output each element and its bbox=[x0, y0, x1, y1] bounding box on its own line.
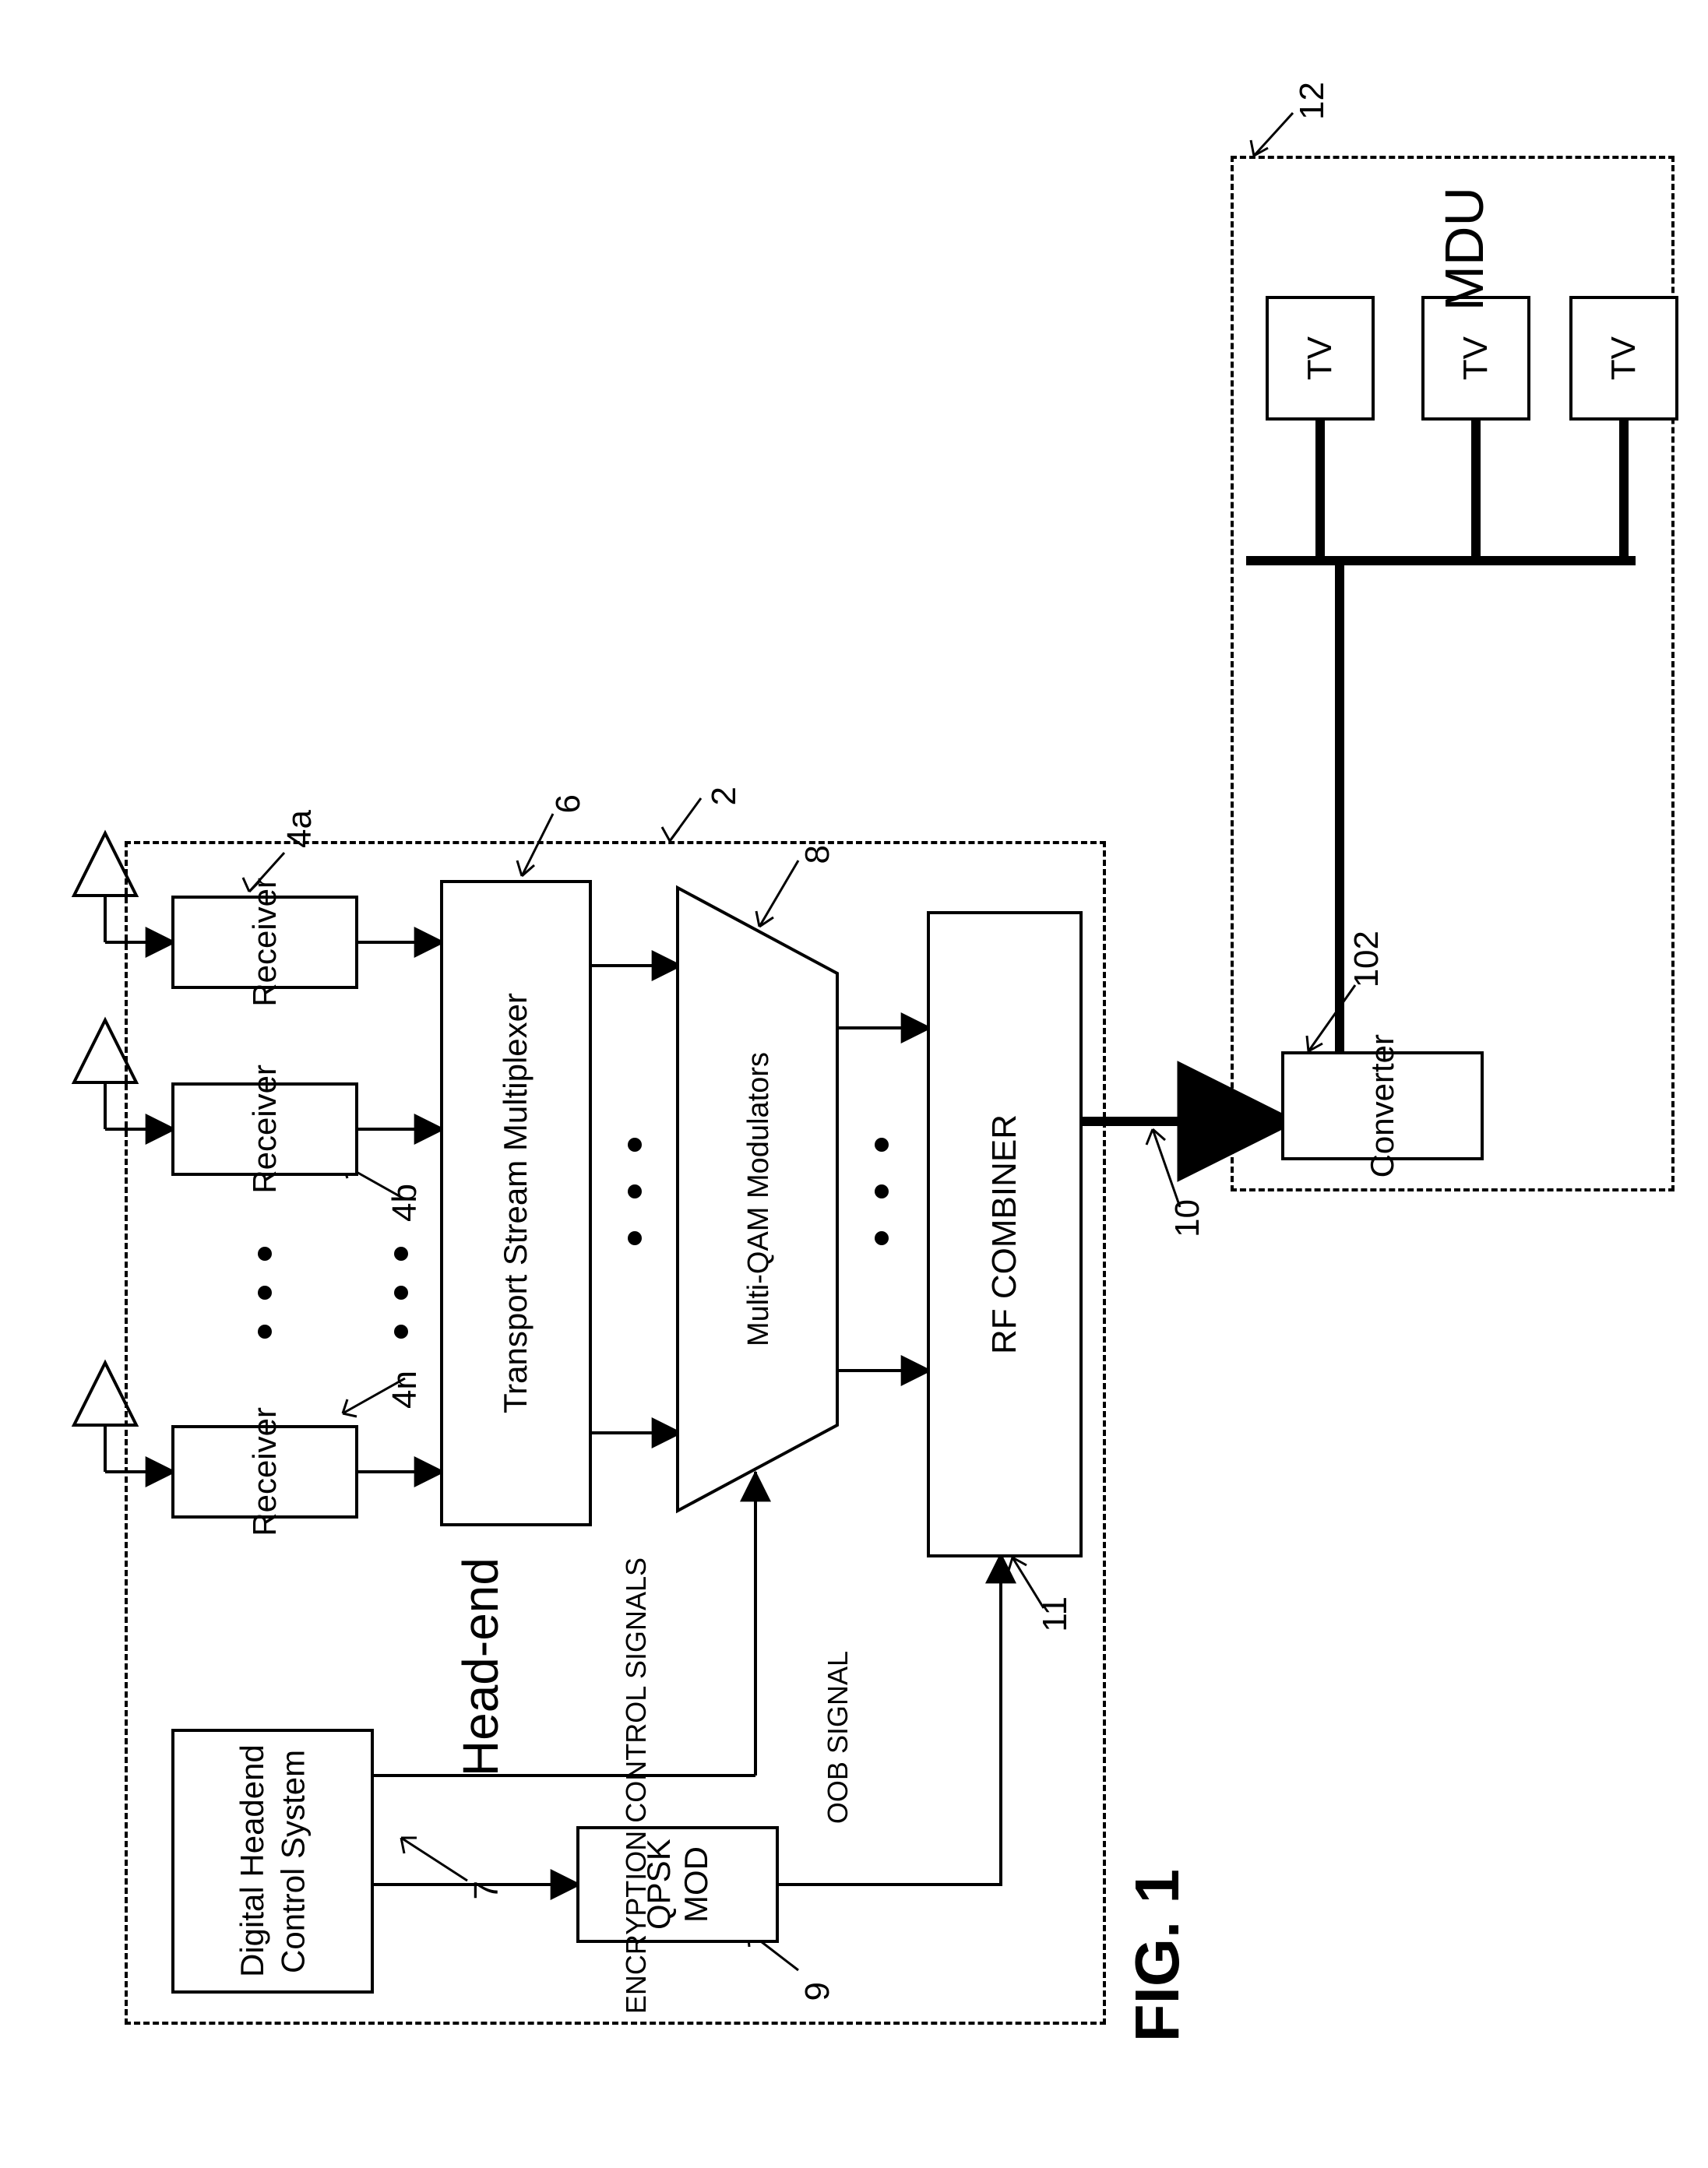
ref-9: 9 bbox=[798, 1970, 837, 2009]
ref-2: 2 bbox=[705, 775, 744, 814]
encryption-label: ENCRYPTION CONTROL SIGNALS bbox=[619, 1557, 653, 2021]
ref-102: 102 bbox=[1347, 931, 1386, 996]
ref-10: 10 bbox=[1168, 1199, 1207, 1246]
mux-box: Transport Stream Multiplexer bbox=[440, 880, 592, 1526]
tv-1: TV bbox=[1266, 296, 1375, 421]
ref-4n: 4n bbox=[386, 1371, 424, 1417]
ref-7: 7 bbox=[467, 1869, 506, 1908]
receiver-n-label: Receiver bbox=[246, 1407, 283, 1536]
converter-label: Converter bbox=[1364, 1034, 1401, 1177]
mdu-title: MDU bbox=[1433, 187, 1495, 323]
ref-8: 8 bbox=[798, 833, 837, 872]
receiver-n: Receiver bbox=[171, 1425, 358, 1519]
qam-label-wrap: Multi-QAM Modulators bbox=[693, 1044, 826, 1355]
ref-4b: 4b bbox=[386, 1184, 424, 1230]
mux-label: Transport Stream Multiplexer bbox=[495, 993, 537, 1413]
receiver-2: Receiver bbox=[171, 1082, 358, 1176]
converter-box: Converter bbox=[1281, 1051, 1484, 1160]
qam-label: Multi-QAM Modulators bbox=[741, 1052, 778, 1346]
dhcs-box: Digital Headend Control System bbox=[171, 1729, 374, 1994]
rf-combiner-label: RF COMBINER bbox=[982, 1114, 1027, 1354]
figure-label: FIG. 1 bbox=[1122, 1869, 1193, 2057]
oob-label: OOB SIGNAL bbox=[822, 1651, 854, 1831]
ref-11: 11 bbox=[1036, 1596, 1075, 1641]
ref-6: 6 bbox=[549, 783, 588, 822]
tv-3: TV bbox=[1569, 296, 1678, 421]
ref-12: 12 bbox=[1293, 82, 1332, 128]
receiver-1-label: Receiver bbox=[246, 878, 283, 1007]
tv-3-label: TV bbox=[1604, 336, 1643, 380]
figure-canvas: Receiver Receiver Receiver Transport Str… bbox=[31, 31, 1677, 2137]
receiver-2-label: Receiver bbox=[246, 1065, 283, 1194]
headend-title: Head-end bbox=[452, 1557, 509, 1788]
ref-4a: 4a bbox=[280, 810, 319, 857]
tv-2-label: TV bbox=[1456, 336, 1495, 380]
tv-1-label: TV bbox=[1301, 336, 1340, 380]
qpsk-box: QPSK MOD bbox=[576, 1826, 779, 1943]
dhcs-label: Digital Headend Control System bbox=[232, 1732, 314, 1990]
receiver-1: Receiver bbox=[171, 896, 358, 989]
rf-combiner-box: RF COMBINER bbox=[927, 911, 1083, 1557]
